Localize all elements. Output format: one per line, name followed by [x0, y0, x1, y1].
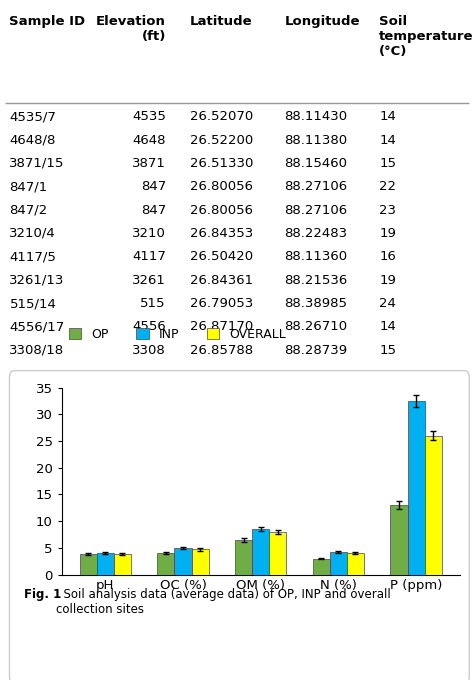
Text: 26.52200: 26.52200 [190, 133, 253, 146]
Text: Soil
temperature
(°C): Soil temperature (°C) [379, 15, 474, 58]
Text: 26.80056: 26.80056 [190, 180, 253, 193]
Text: 26.52070: 26.52070 [190, 110, 253, 123]
Text: 3308: 3308 [132, 344, 166, 357]
Text: 24: 24 [379, 297, 396, 310]
Text: 3261/13: 3261/13 [9, 274, 65, 287]
Text: 3871: 3871 [132, 157, 166, 170]
Bar [330, 551, 347, 575]
Text: 14: 14 [379, 110, 396, 123]
Text: 88.11430: 88.11430 [284, 110, 347, 123]
Bar [425, 436, 442, 575]
Bar [174, 548, 191, 575]
Text: 14: 14 [379, 320, 396, 333]
Text: 847/2: 847/2 [9, 203, 48, 217]
Text: 88.38985: 88.38985 [284, 297, 347, 310]
Bar [313, 558, 330, 575]
Bar [252, 529, 269, 575]
Text: 515/14: 515/14 [9, 297, 56, 310]
Text: Elevation
(ft): Elevation (ft) [96, 15, 166, 43]
Text: 88.27106: 88.27106 [284, 180, 347, 193]
Text: 88.28739: 88.28739 [284, 344, 347, 357]
Text: 23: 23 [379, 203, 396, 217]
Bar [97, 554, 114, 575]
Text: Fig. 1: Fig. 1 [24, 588, 61, 601]
Text: 88.21536: 88.21536 [284, 274, 347, 287]
Text: 15: 15 [379, 344, 396, 357]
Bar [235, 540, 252, 575]
Bar [191, 549, 209, 575]
Text: 847: 847 [141, 203, 166, 217]
Text: 14: 14 [379, 133, 396, 146]
Text: 15: 15 [379, 157, 396, 170]
Legend: OP, INP, OVERALL: OP, INP, OVERALL [64, 323, 291, 346]
Text: 26.87170: 26.87170 [190, 320, 253, 333]
Text: 515: 515 [140, 297, 166, 310]
Text: 4556: 4556 [132, 320, 166, 333]
Text: 88.27106: 88.27106 [284, 203, 347, 217]
Text: 22: 22 [379, 180, 396, 193]
Text: 3210: 3210 [132, 227, 166, 240]
Text: 26.79053: 26.79053 [190, 297, 253, 310]
Text: 26.85788: 26.85788 [190, 344, 253, 357]
Text: Sample ID: Sample ID [9, 15, 86, 28]
Bar [408, 401, 425, 575]
Text: 26.50420: 26.50420 [190, 250, 253, 263]
Bar [114, 554, 131, 575]
Text: 19: 19 [379, 227, 396, 240]
Text: 3261: 3261 [132, 274, 166, 287]
Bar [157, 554, 174, 575]
Text: 4556/17: 4556/17 [9, 320, 65, 333]
Text: 4117/5: 4117/5 [9, 250, 56, 263]
Text: 4648/8: 4648/8 [9, 133, 56, 146]
Bar [391, 505, 408, 575]
Text: Longitude: Longitude [284, 15, 360, 28]
Text: 26.84361: 26.84361 [190, 274, 253, 287]
Text: 88.22483: 88.22483 [284, 227, 347, 240]
Text: 19: 19 [379, 274, 396, 287]
Text: 847/1: 847/1 [9, 180, 48, 193]
Text: 3308/18: 3308/18 [9, 344, 64, 357]
Text: 16: 16 [379, 250, 396, 263]
Text: 88.15460: 88.15460 [284, 157, 347, 170]
Text: Latitude: Latitude [190, 15, 252, 28]
Text: 4535: 4535 [132, 110, 166, 123]
Text: 4648: 4648 [132, 133, 166, 146]
Text: 26.51330: 26.51330 [190, 157, 253, 170]
Text: 3210/4: 3210/4 [9, 227, 56, 240]
Text: 4117: 4117 [132, 250, 166, 263]
Text: 26.84353: 26.84353 [190, 227, 253, 240]
Text: 847: 847 [141, 180, 166, 193]
Bar [269, 532, 286, 575]
Text: 88.26710: 88.26710 [284, 320, 347, 333]
Text: 26.80056: 26.80056 [190, 203, 253, 217]
Text: 3871/15: 3871/15 [9, 157, 65, 170]
Bar [347, 554, 364, 575]
Text: Soil analysis data (average data) of OP, INP and overall
collection sites: Soil analysis data (average data) of OP,… [56, 588, 391, 616]
Text: 4535/7: 4535/7 [9, 110, 56, 123]
Text: 88.11360: 88.11360 [284, 250, 347, 263]
Bar [80, 554, 97, 575]
Text: 88.11380: 88.11380 [284, 133, 347, 146]
